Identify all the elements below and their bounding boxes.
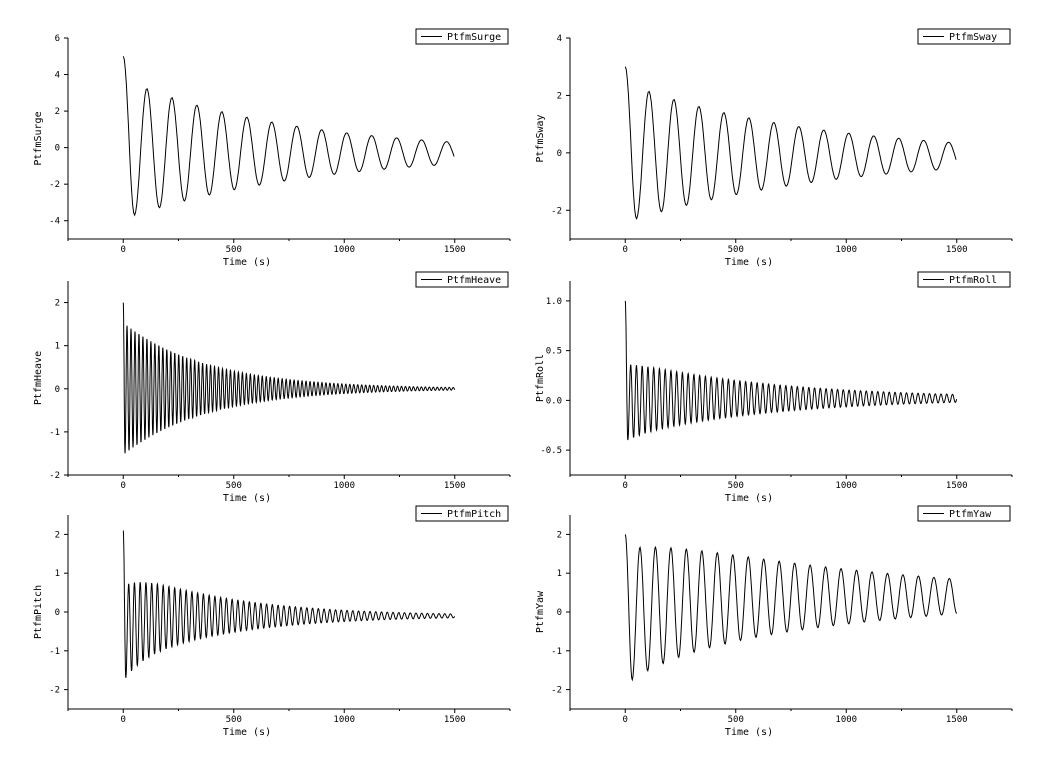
legend-box bbox=[415, 271, 509, 288]
x-tick-label: 0 bbox=[121, 715, 126, 725]
chart-panel: 0 500 1000 1500 2 1 0 -1 -2 Time (s) PtfmPitch Ptfm… bbox=[33, 505, 511, 738]
legend: PtfmPitch bbox=[415, 505, 509, 522]
x-tick-label: 0 bbox=[623, 245, 628, 255]
series-line bbox=[122, 56, 455, 217]
y-axis-title: PtfmSway bbox=[535, 114, 546, 162]
legend-box bbox=[415, 505, 509, 522]
y-tick-label: 4 bbox=[557, 34, 562, 44]
x-tick-label: 500 bbox=[226, 481, 242, 491]
x-tick-label: 1500 bbox=[946, 715, 968, 725]
x-tick-label: 1000 bbox=[835, 245, 857, 255]
y-tick-label: 1 bbox=[557, 569, 562, 579]
legend-label: PtfmHeave bbox=[447, 275, 501, 286]
x-axis-title: Time (s) bbox=[725, 493, 773, 504]
y-tick-label: -1 bbox=[49, 647, 60, 657]
series-line bbox=[624, 300, 958, 441]
legend-label: PtfmRoll bbox=[949, 275, 997, 286]
y-tick-label: 2 bbox=[55, 107, 60, 117]
y-tick-label: -2 bbox=[49, 180, 60, 190]
y-axis-title: PtfmRoll bbox=[535, 354, 546, 402]
legend: PtfmSurge bbox=[415, 28, 509, 45]
x-tick-label: 0 bbox=[623, 715, 628, 725]
y-tick-label: -1 bbox=[49, 428, 60, 438]
x-tick-label: 1000 bbox=[835, 481, 857, 491]
x-tick-label: 0 bbox=[121, 245, 126, 255]
y-tick-label: 1 bbox=[55, 342, 60, 352]
legend-label: PtfmPitch bbox=[447, 509, 501, 520]
legend: PtfmRoll bbox=[917, 271, 1011, 288]
legend-label: PtfmSurge bbox=[447, 32, 501, 43]
y-tick-label: 0 bbox=[557, 608, 562, 618]
y-tick-label: -2 bbox=[49, 471, 60, 481]
x-axis-title: Time (s) bbox=[725, 257, 773, 268]
y-tick-label: -1 bbox=[551, 647, 562, 657]
legend-box bbox=[917, 505, 1011, 522]
series-line bbox=[122, 530, 456, 678]
y-tick-label: -2 bbox=[551, 686, 562, 696]
chart-panel: 0 500 1000 1500 6 4 2 0 -2 -4 Time (s) PtfmSurge Ptf… bbox=[33, 28, 511, 268]
y-axis-title: PtfmHeave bbox=[33, 351, 44, 405]
x-tick-label: 500 bbox=[728, 481, 744, 491]
x-tick-label: 500 bbox=[728, 245, 744, 255]
y-tick-label: -0.5 bbox=[540, 446, 562, 456]
legend-box bbox=[917, 28, 1011, 45]
series-line bbox=[624, 534, 958, 682]
y-tick-label: 2 bbox=[557, 91, 562, 101]
x-tick-label: 1500 bbox=[946, 481, 968, 491]
x-tick-label: 1000 bbox=[333, 715, 355, 725]
legend: PtfmHeave bbox=[415, 271, 509, 288]
y-tick-label: -4 bbox=[49, 217, 60, 227]
series-line bbox=[122, 302, 456, 454]
x-tick-label: 500 bbox=[728, 715, 744, 725]
y-tick-label: 2 bbox=[55, 299, 60, 309]
x-tick-label: 1000 bbox=[333, 245, 355, 255]
legend-label: PtfmYaw bbox=[949, 509, 992, 520]
x-tick-label: 1500 bbox=[946, 245, 968, 255]
x-axis-title: Time (s) bbox=[725, 727, 773, 738]
y-tick-label: 0 bbox=[55, 608, 60, 618]
y-tick-label: 0.0 bbox=[546, 396, 562, 406]
y-axis-title: PtfmSurge bbox=[33, 111, 44, 165]
x-tick-label: 0 bbox=[623, 481, 628, 491]
y-tick-label: 2 bbox=[557, 530, 562, 540]
legend: PtfmYaw bbox=[917, 505, 1011, 522]
y-tick-label: -2 bbox=[551, 206, 562, 216]
y-tick-label: 0 bbox=[557, 149, 562, 159]
y-tick-label: 0.5 bbox=[546, 347, 562, 357]
y-tick-label: 1.0 bbox=[546, 297, 562, 307]
legend-label: PtfmSway bbox=[949, 32, 997, 43]
x-axis-title: Time (s) bbox=[223, 257, 271, 268]
x-tick-label: 500 bbox=[226, 245, 242, 255]
chart-panel: 0 500 1000 1500 2 1 0 -1 -2 Time (s) PtfmYaw PtfmYa… bbox=[535, 505, 1013, 738]
chart-panel: 0 500 1000 1500 1.0 0.5 0.0 -0.5 Time (s) PtfmRol… bbox=[535, 271, 1013, 504]
y-axis-title: PtfmYaw bbox=[535, 590, 546, 633]
legend-box bbox=[415, 28, 509, 45]
y-tick-label: 4 bbox=[55, 71, 60, 81]
series-line bbox=[624, 66, 957, 221]
y-tick-label: 2 bbox=[55, 530, 60, 540]
x-tick-label: 1500 bbox=[444, 481, 466, 491]
x-tick-label: 0 bbox=[121, 481, 126, 491]
x-axis-title: Time (s) bbox=[223, 493, 271, 504]
x-tick-label: 500 bbox=[226, 715, 242, 725]
legend-box bbox=[917, 271, 1011, 288]
y-tick-label: 6 bbox=[55, 34, 60, 44]
y-tick-label: 1 bbox=[55, 569, 60, 579]
x-axis-title: Time (s) bbox=[223, 727, 271, 738]
y-axis-title: PtfmPitch bbox=[33, 585, 44, 639]
chart-panel: 0 500 1000 1500 2 1 0 -1 -2 Time (s) PtfmHeave Ptfm… bbox=[33, 271, 511, 504]
y-tick-label: 0 bbox=[55, 385, 60, 395]
x-tick-label: 1500 bbox=[444, 715, 466, 725]
legend: PtfmSway bbox=[917, 28, 1011, 45]
x-tick-label: 1000 bbox=[333, 481, 355, 491]
x-tick-label: 1000 bbox=[835, 715, 857, 725]
x-tick-label: 1500 bbox=[444, 245, 466, 255]
chart-panel: 0 500 1000 1500 4 2 0 -2 Time (s) PtfmSway PtfmSwa… bbox=[535, 28, 1013, 268]
y-tick-label: -2 bbox=[49, 686, 60, 696]
y-tick-label: 0 bbox=[55, 144, 60, 154]
